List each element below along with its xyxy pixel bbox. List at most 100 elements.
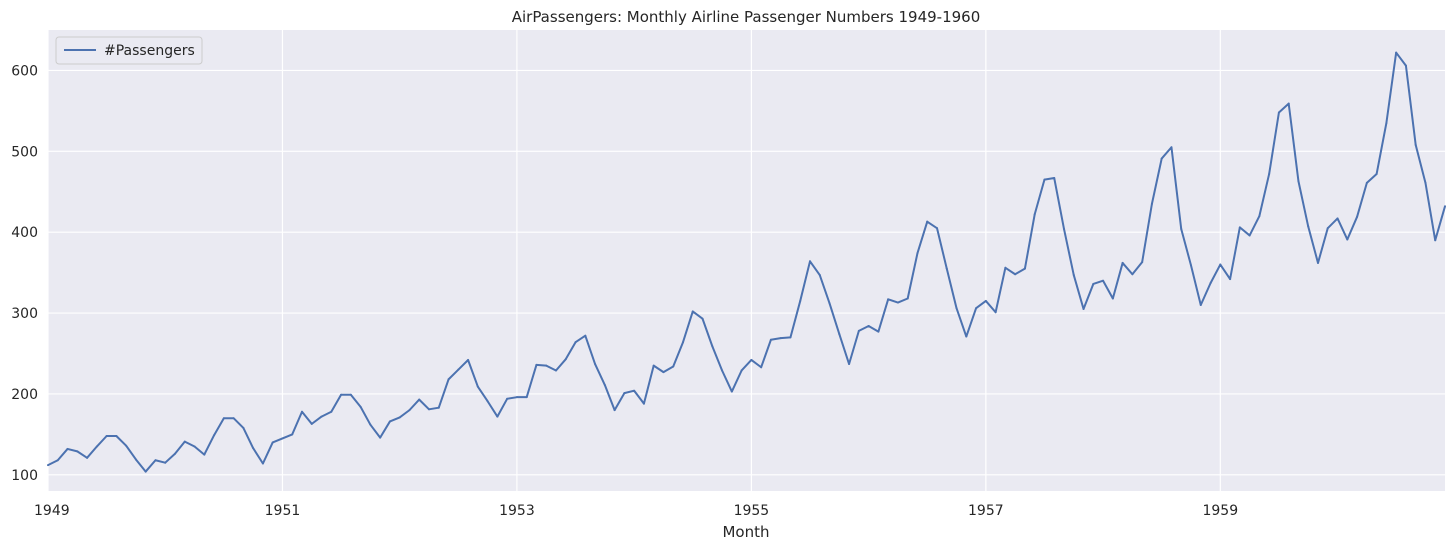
x-tick-label: 1955 [734,503,770,519]
data-point [437,406,440,409]
data-point [193,445,196,448]
data-point [379,436,382,439]
data-point [1307,225,1310,228]
data-point [848,363,851,366]
data-point [76,450,79,453]
data-point [1053,177,1056,180]
data-point [86,456,89,459]
data-point [301,410,303,413]
data-point [594,363,597,366]
data-point [232,417,235,420]
tick-layer: 100 200 300 400 500 600 1949 1951 1953 1955 1957 19… [11,63,1238,519]
legend: #Passengers [55,36,203,65]
data-point [1160,157,1163,160]
data-point [965,335,968,338]
data-point [1043,178,1046,181]
data-point [281,437,284,440]
data-point [476,385,479,388]
data-point [623,392,626,395]
data-point [320,415,323,418]
data-point [359,405,362,408]
data-point [535,363,538,366]
data-point [525,396,528,399]
data-point [564,358,567,361]
data-point [1229,278,1232,281]
legend-box [55,36,203,65]
x-tick-label: 1959 [1202,503,1238,519]
data-point [1444,205,1446,208]
data-point [1199,303,1202,306]
data-point [349,393,352,396]
data-point [799,299,802,302]
y-tick-label: 100 [11,468,38,484]
data-point [672,365,675,368]
y-tick-label: 200 [11,387,38,403]
data-point [134,458,137,461]
data-point [467,358,470,361]
data-point [261,462,264,465]
data-point [1092,282,1095,285]
data-point [183,440,186,443]
data-point [936,227,938,230]
data-point [496,415,499,418]
data-point [242,426,245,429]
data-point [1297,180,1300,183]
data-point [330,410,333,413]
legend-label: #Passengers [104,43,195,59]
data-point [603,384,606,387]
data-point [222,417,225,420]
data-point [291,433,294,436]
data-point [1336,217,1339,220]
series-line [47,51,1446,473]
data-point [125,444,128,447]
data-point [740,369,743,372]
data-point [369,423,372,426]
data-point [838,333,841,336]
data-point [760,366,763,369]
data-point [1082,308,1085,311]
data-point [750,358,753,361]
data-point [418,398,421,401]
data-point [154,459,157,462]
plot-background [48,30,1445,491]
data-point [857,329,860,332]
data-point [1385,122,1388,125]
data-point [701,317,704,320]
data-point [613,409,616,412]
data-point [1150,202,1153,205]
data-point [1111,297,1114,300]
x-tick-label: 1953 [499,503,535,519]
data-point [1238,226,1241,229]
data-point [691,310,694,313]
data-point [115,435,118,437]
data-point [662,371,665,374]
data-point [769,338,772,341]
data-point [310,422,313,425]
data-point [1356,215,1359,218]
data-point [1219,263,1222,266]
data-point [1404,64,1407,67]
data-point [867,325,870,328]
x-tick-label: 1951 [265,503,301,519]
data-point [271,441,274,444]
data-point [105,435,108,437]
data-point [730,390,733,393]
data-point [340,393,343,396]
x-tick-label: 1957 [968,503,1004,519]
data-point [388,420,391,423]
data-point [1023,267,1026,270]
y-tick-label: 500 [11,144,38,160]
data-point [1180,227,1183,230]
data-point [1287,102,1290,105]
data-point [877,330,880,333]
data-point [1395,51,1398,54]
series-layer [47,51,1446,473]
data-point [682,341,684,344]
data-point [818,274,821,277]
data-point [926,220,929,223]
data-point [828,302,831,305]
data-point [252,447,255,450]
data-point [633,389,636,392]
data-point [457,368,460,371]
